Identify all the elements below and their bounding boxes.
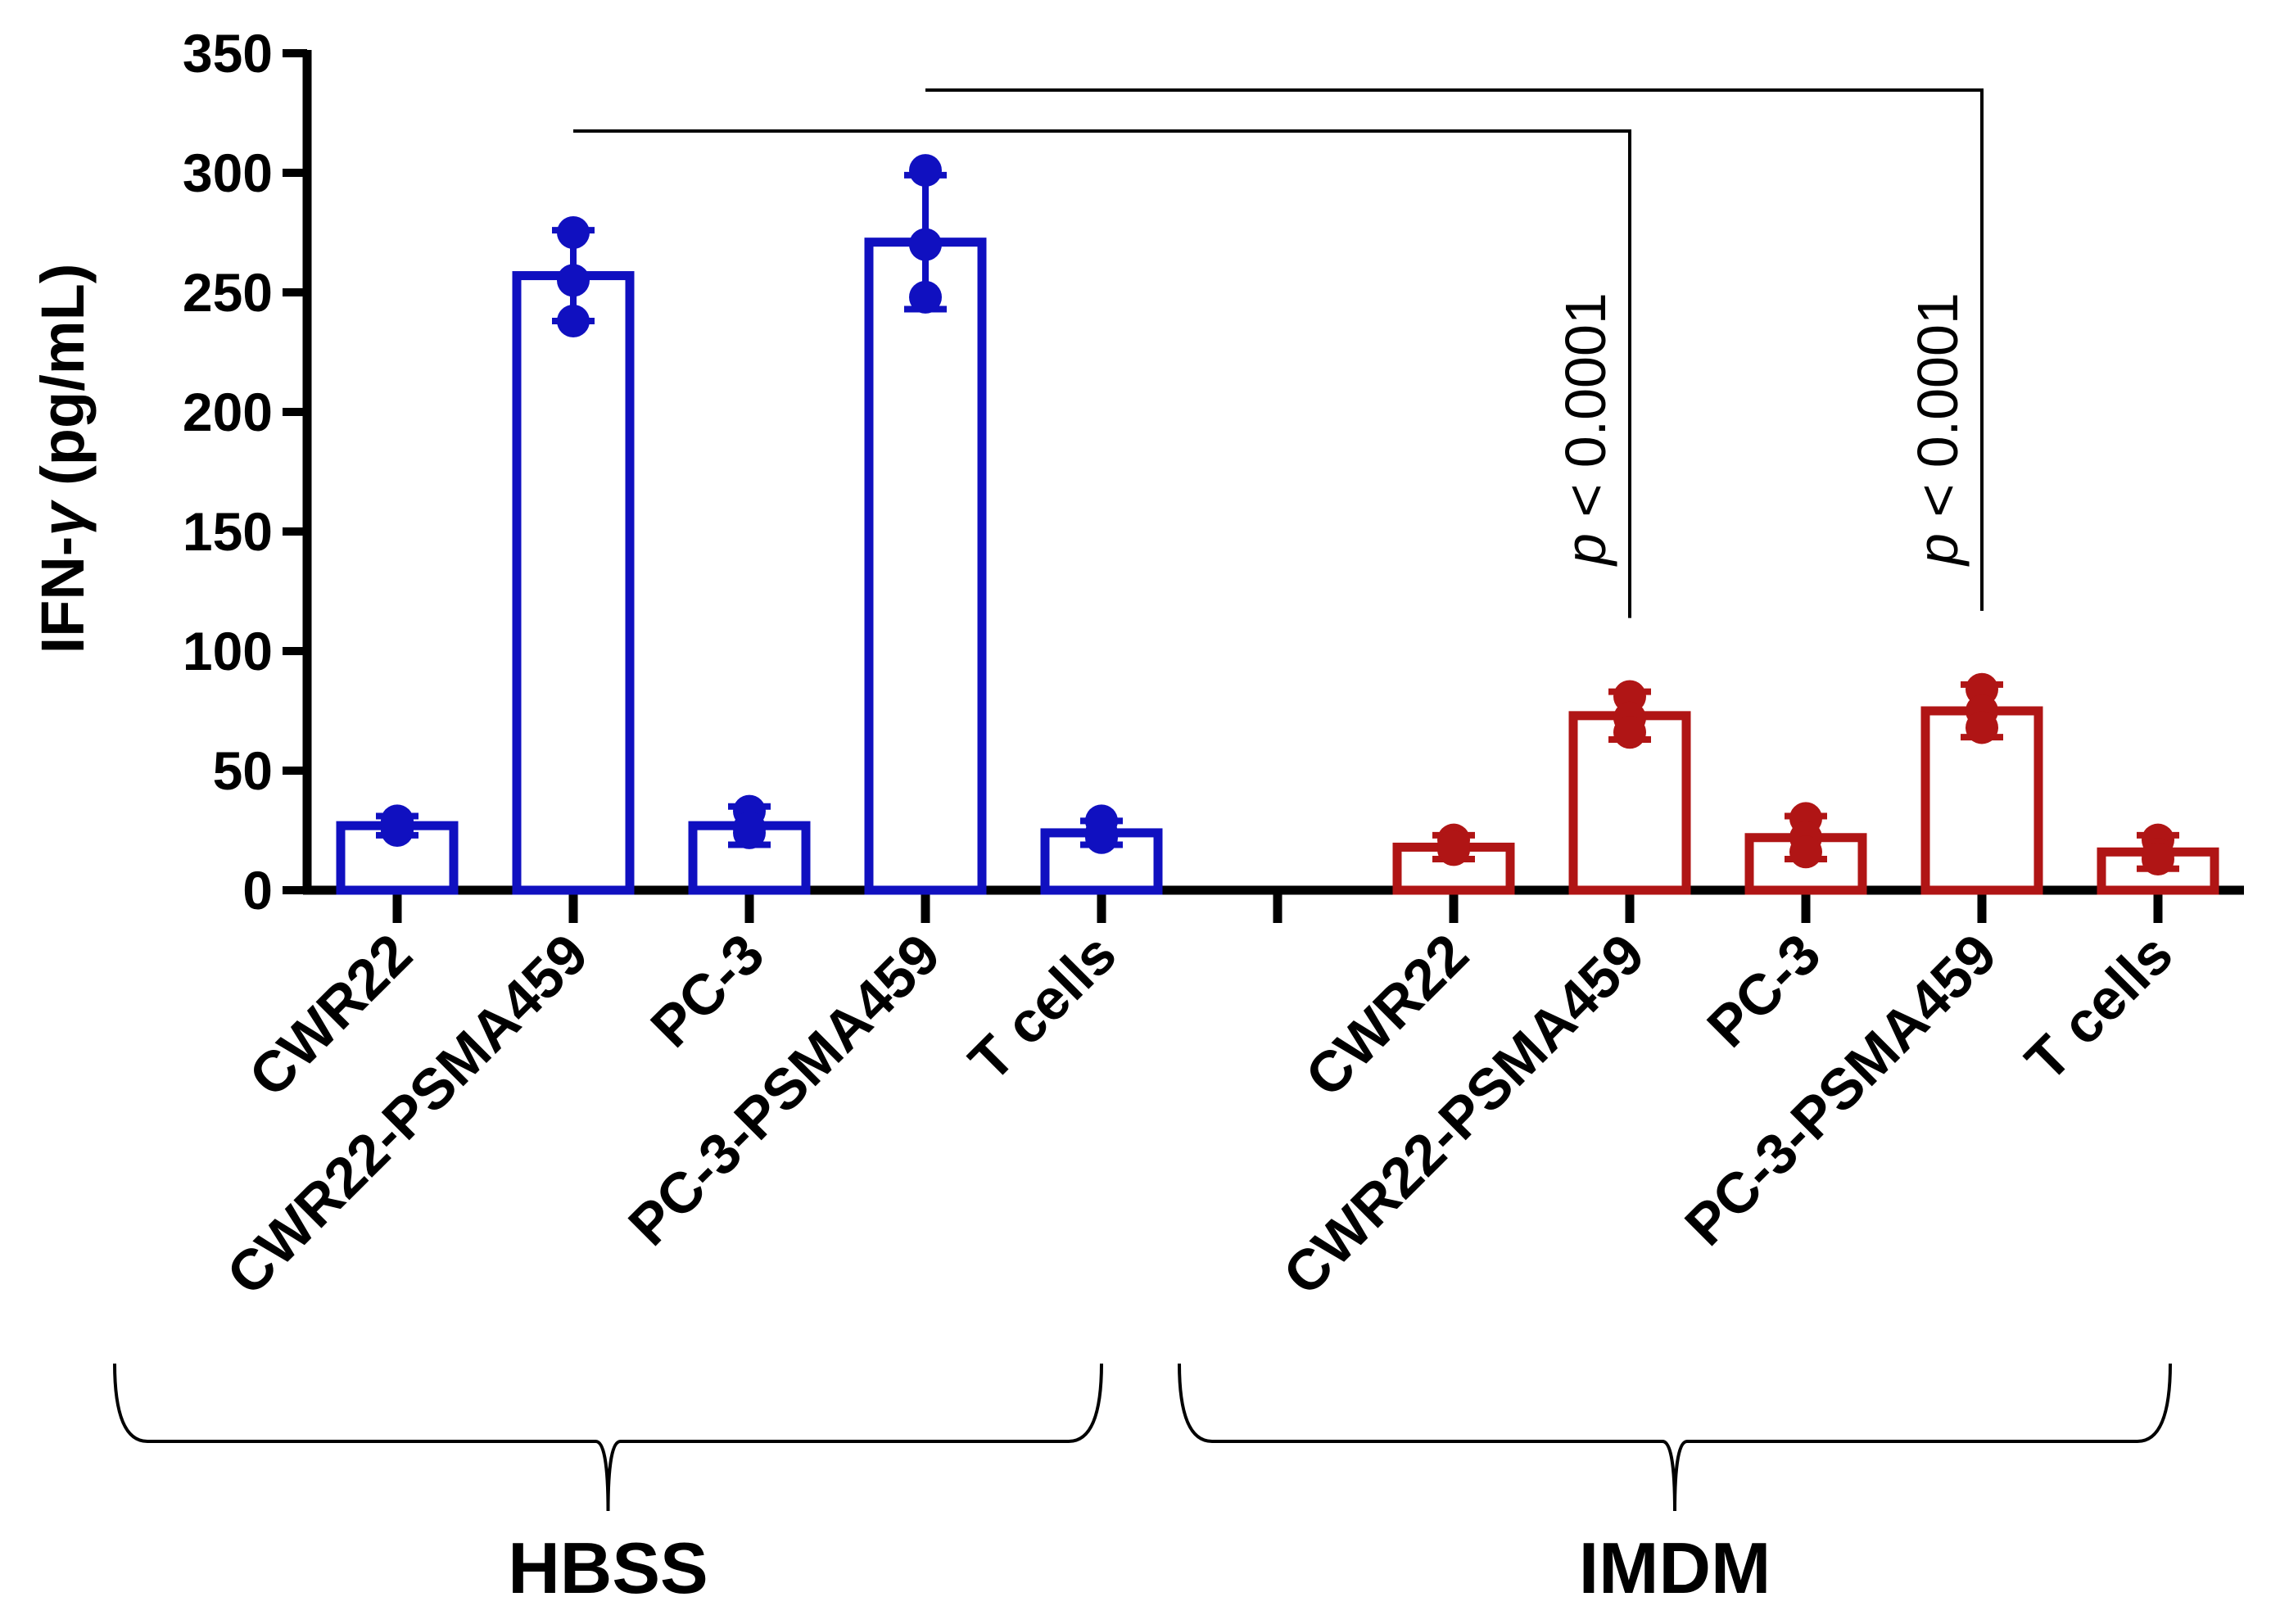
category-label: T cells — [957, 921, 1128, 1092]
y-axis-title: IFN-γ (pg/mL) — [29, 264, 97, 654]
data-point — [557, 216, 590, 249]
data-point — [1085, 816, 1118, 849]
data-point — [557, 264, 590, 297]
category-label: T cells — [2013, 921, 2184, 1092]
group-brace — [113, 1363, 1103, 1512]
y-tick-label: 250 — [183, 262, 273, 323]
bar — [512, 271, 635, 895]
y-axis: 0 50 100 150 200 250 300 350 — [183, 23, 312, 921]
y-tick-label: 100 — [183, 621, 273, 681]
category-label: PC-3-PSMA459 — [1673, 921, 2009, 1257]
category-label: PC-3 — [1695, 921, 1833, 1059]
group-brace — [1178, 1363, 2172, 1512]
bars — [336, 154, 2219, 895]
p-value-annotation: p < 0.0001 — [1554, 292, 1617, 567]
y-tick-label: 350 — [183, 23, 273, 84]
y-tick-label: 150 — [183, 501, 273, 562]
significance-bracket — [925, 88, 1984, 611]
data-point — [1789, 835, 1822, 869]
y-tick-label: 200 — [183, 382, 273, 442]
significance-bracket — [573, 129, 1631, 618]
bar — [864, 237, 987, 895]
data-point — [909, 154, 942, 188]
y-tick-label: 300 — [183, 142, 273, 203]
category-label: PC-3 — [639, 921, 776, 1059]
data-point — [1613, 716, 1646, 749]
group-label: HBSS — [508, 1527, 708, 1608]
data-point — [557, 305, 590, 338]
y-tick-label: 0 — [242, 860, 273, 921]
data-point — [909, 280, 942, 314]
data-point — [2142, 843, 2174, 876]
significance-brackets: p < 0.0001 p < 0.0001 — [573, 88, 1984, 618]
group-label: IMDM — [1579, 1527, 1771, 1608]
y-tick-label: 50 — [213, 740, 273, 801]
data-point — [1437, 830, 1470, 864]
data-point — [1966, 711, 1998, 744]
category-label: PC-3-PSMA459 — [617, 921, 952, 1257]
group-braces: HBSS IMDM — [113, 1363, 2172, 1608]
x-axis — [303, 885, 2244, 923]
data-point — [909, 228, 942, 261]
data-point — [381, 807, 414, 840]
p-value-annotation: p < 0.0001 — [1906, 292, 1970, 567]
data-point — [733, 812, 766, 845]
